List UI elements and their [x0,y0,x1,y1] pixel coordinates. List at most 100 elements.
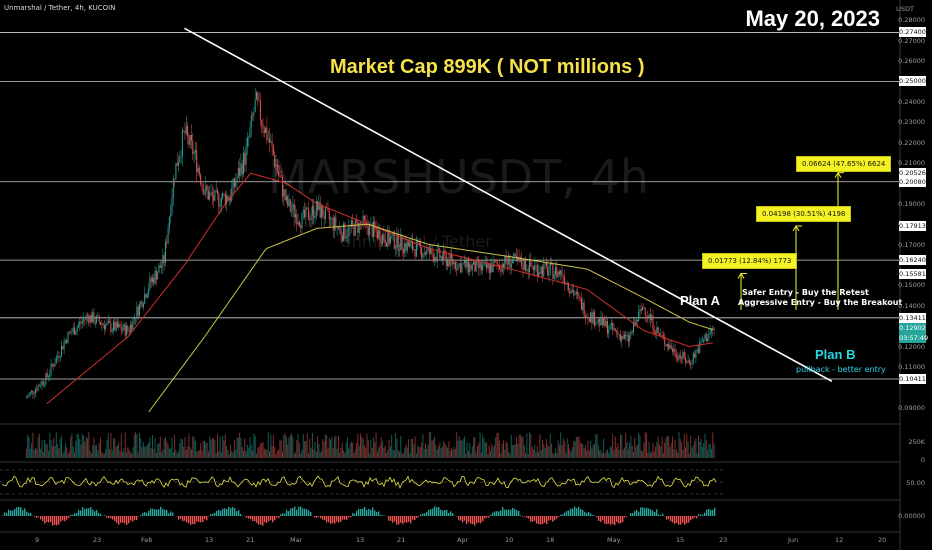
candle-body [175,163,177,180]
volume-bar [47,451,49,458]
volume-bar [709,443,711,458]
candle-body [337,227,339,229]
volume-bar [138,433,140,458]
candle-body [205,185,207,194]
macd-bar [150,508,152,516]
volume-bar [81,433,83,458]
volume-bar [185,450,187,458]
volume-bar [444,443,446,458]
candle-body [155,270,157,280]
candle-body [53,365,55,367]
candle-body [421,247,423,258]
macd-bar [234,508,236,516]
candle-body [456,268,458,270]
candle-body [127,325,129,331]
candle-body [226,195,228,205]
volume-bar [233,439,235,458]
volume-bar [405,444,407,458]
volume-bar [660,446,662,458]
macd-bar [462,516,464,523]
volume-bar [274,446,276,458]
volume-bar [176,453,178,458]
candle-body [227,195,229,201]
macd-bar [104,515,106,516]
macd-bar [140,515,142,516]
candle-body [222,193,224,199]
macd-bar [512,507,514,516]
candle-body [385,243,387,247]
volume-bar [613,449,615,458]
macd-bar [108,516,110,518]
candle-body [491,264,493,273]
macd-bar [622,516,624,523]
macd-bar [22,510,24,516]
candle-body [363,215,365,220]
volume-bar [450,447,452,458]
macd-bar [64,516,66,522]
candle-body [402,249,404,253]
candle-body [565,284,567,285]
volume-bar [643,442,645,458]
volume-bar [188,433,190,458]
candle-body [64,340,66,343]
volume-bar [406,447,408,458]
y-tick-label: 0.27000 [898,36,925,45]
volume-bar [552,453,554,458]
volume-bar [569,449,571,458]
macd-bar [28,512,30,516]
candle-body [378,230,380,239]
macd-bar [258,516,260,525]
volume-bar [527,453,529,458]
volume-bar [669,446,671,458]
candle-body [599,318,601,326]
volume-bar [110,432,112,458]
candle-body [657,327,659,334]
candle-body [661,334,663,336]
candle-body [317,200,319,211]
volume-bar [482,434,484,458]
macd-bar [438,507,440,516]
volume-bar [356,442,358,458]
candle-body [358,222,360,233]
candle-body [306,207,308,210]
macd-bar [34,516,36,517]
candle-body [424,252,426,255]
candle-body [220,198,222,206]
candle-body [713,328,715,330]
candle-body [600,316,602,326]
candle-body [203,193,205,195]
candle-body [695,351,697,358]
candle-body [281,177,283,197]
candle-body [265,127,267,133]
candle-body [118,324,120,328]
candle-body [77,324,79,328]
volume-bar [241,446,243,458]
candle-body [431,248,433,255]
macd-bar [204,516,206,519]
macd-bar [680,516,682,525]
macd-bar [440,509,442,516]
macd-bar [160,506,162,516]
candle-body [90,315,92,323]
candle-body [93,312,95,324]
candle-body [630,331,632,336]
macd-bar [442,510,444,516]
volume-bar [677,452,679,458]
macd-bar [706,509,708,516]
volume-bar [696,452,698,458]
volume-bar [400,435,402,458]
volume-bar [76,434,78,458]
macd-bar [550,516,552,520]
volume-bar [478,442,480,458]
candle-body [341,235,343,241]
candle-body [274,154,276,167]
volume-bar [422,434,424,458]
macd-bar [264,516,266,523]
candle-body [189,135,191,145]
candle-body [391,236,393,238]
candle-body [656,327,658,334]
candle-body [322,206,324,218]
candle-body [84,319,86,320]
macd-bar [202,516,204,522]
